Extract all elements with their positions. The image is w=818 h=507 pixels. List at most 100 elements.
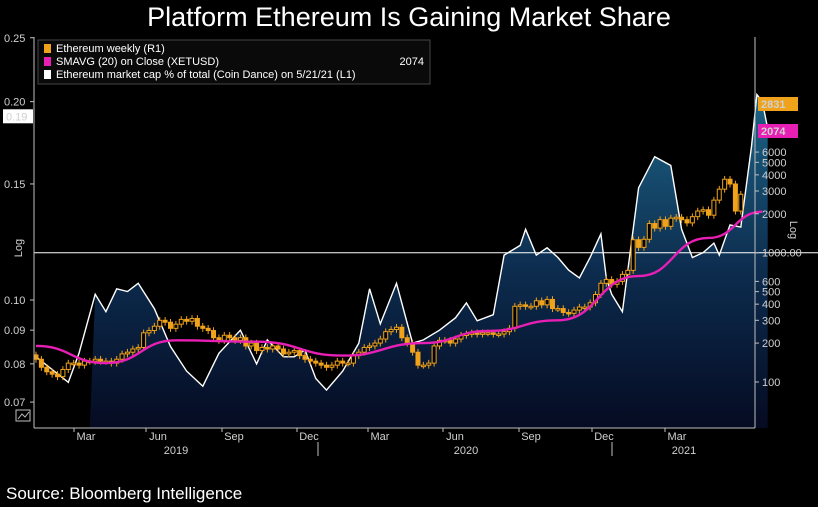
candle (695, 207, 701, 221)
candle-body (119, 353, 125, 360)
candle (636, 236, 642, 251)
candle-body (44, 366, 50, 373)
candle (576, 303, 582, 314)
chart-toggle-icon[interactable] (15, 409, 31, 422)
candle (49, 368, 55, 378)
candle (420, 361, 426, 369)
candle-body (485, 332, 491, 335)
sma-value-badge-text: 2074 (761, 126, 786, 138)
right-tick-label: 200 (762, 338, 780, 350)
x-tick-label: Dec (594, 431, 614, 443)
candle-body (716, 188, 722, 201)
candle-body (404, 337, 410, 344)
candle-body (124, 351, 130, 355)
candle-body (76, 362, 82, 366)
candle-body (141, 332, 147, 348)
candle (200, 322, 206, 332)
candle (738, 190, 744, 215)
close-price-badge (758, 97, 798, 111)
candle-body (291, 350, 297, 353)
candle-body (630, 239, 636, 271)
candle (549, 296, 555, 313)
candle (184, 316, 190, 325)
source-note: Source: Bloomberg Intelligence (6, 484, 243, 503)
candle-body (388, 328, 394, 333)
right-tick-label: 4000 (762, 170, 786, 182)
candle (130, 345, 136, 356)
candle (76, 359, 82, 369)
candle-body (367, 345, 373, 348)
candle (178, 316, 184, 328)
candle-body (517, 304, 523, 307)
candle-body (641, 238, 647, 248)
candle-body (625, 269, 631, 275)
right-tick-label: 2000 (762, 209, 786, 221)
candle-body (205, 327, 211, 332)
candle-body (646, 223, 652, 240)
legend-swatch (44, 57, 51, 66)
candle-body (130, 348, 136, 353)
candle (302, 352, 308, 363)
close-price-badge-text: 2831 (761, 99, 785, 111)
candle (517, 301, 523, 310)
candle-body (727, 178, 733, 185)
candle (33, 351, 39, 363)
x-tick-label: Mar (668, 431, 687, 443)
candle-body (501, 331, 507, 335)
candle (496, 330, 502, 338)
candle-body (706, 209, 711, 216)
candle (38, 355, 44, 371)
candle-body (549, 298, 555, 310)
chart-title: Platform Ethereum Is Gaining Market Shar… (147, 2, 671, 32)
x-tick-label: Sep (224, 431, 244, 443)
candle-body (280, 348, 286, 355)
candle (679, 213, 685, 224)
candle-body (178, 318, 184, 325)
candle (706, 206, 711, 219)
candle (700, 206, 706, 215)
candle-body (313, 360, 319, 364)
candle-body (55, 373, 61, 378)
candle (689, 213, 695, 227)
candle (372, 339, 378, 350)
right-tick-label: 3000 (762, 186, 786, 198)
candle (539, 297, 545, 309)
candle (415, 348, 421, 369)
candle (151, 322, 157, 335)
chart-toggle-frame (15, 409, 31, 422)
candle-body (603, 279, 609, 284)
left-axis-label: Log (13, 239, 25, 257)
left-tick-label: 0.07 (4, 397, 25, 409)
candle (668, 214, 674, 230)
x-year-label: 2019 (164, 445, 188, 457)
candle-body (92, 358, 98, 362)
candle (662, 216, 668, 230)
candle (334, 357, 340, 369)
candle-body (340, 360, 346, 364)
legend-label: SMAVG (20) on Close (XETUSD) (56, 56, 219, 68)
candle-body (135, 346, 141, 350)
candle (684, 216, 690, 227)
candle (259, 344, 265, 355)
left-tick-label: 0.25 (4, 33, 25, 45)
candle-body (657, 219, 663, 229)
candle-body (544, 298, 550, 306)
candle-body (173, 323, 179, 329)
market-cap-line (35, 92, 769, 392)
candle (393, 324, 399, 333)
candle-body (157, 319, 163, 327)
left-value-badge-text: 0.19 (6, 111, 27, 123)
candle-body (695, 210, 701, 218)
candle (211, 327, 217, 342)
candle-body (431, 345, 437, 364)
candle (431, 342, 437, 367)
candle (652, 220, 658, 232)
candle-body (711, 199, 717, 216)
candle (716, 185, 722, 204)
candle-body (324, 364, 330, 368)
chart-toggle-glyph (17, 411, 30, 420)
candle-body (33, 354, 39, 360)
right-tick-label: 500 (762, 287, 780, 299)
candle-body (49, 371, 55, 375)
x-tick-label: Jun (149, 431, 167, 443)
